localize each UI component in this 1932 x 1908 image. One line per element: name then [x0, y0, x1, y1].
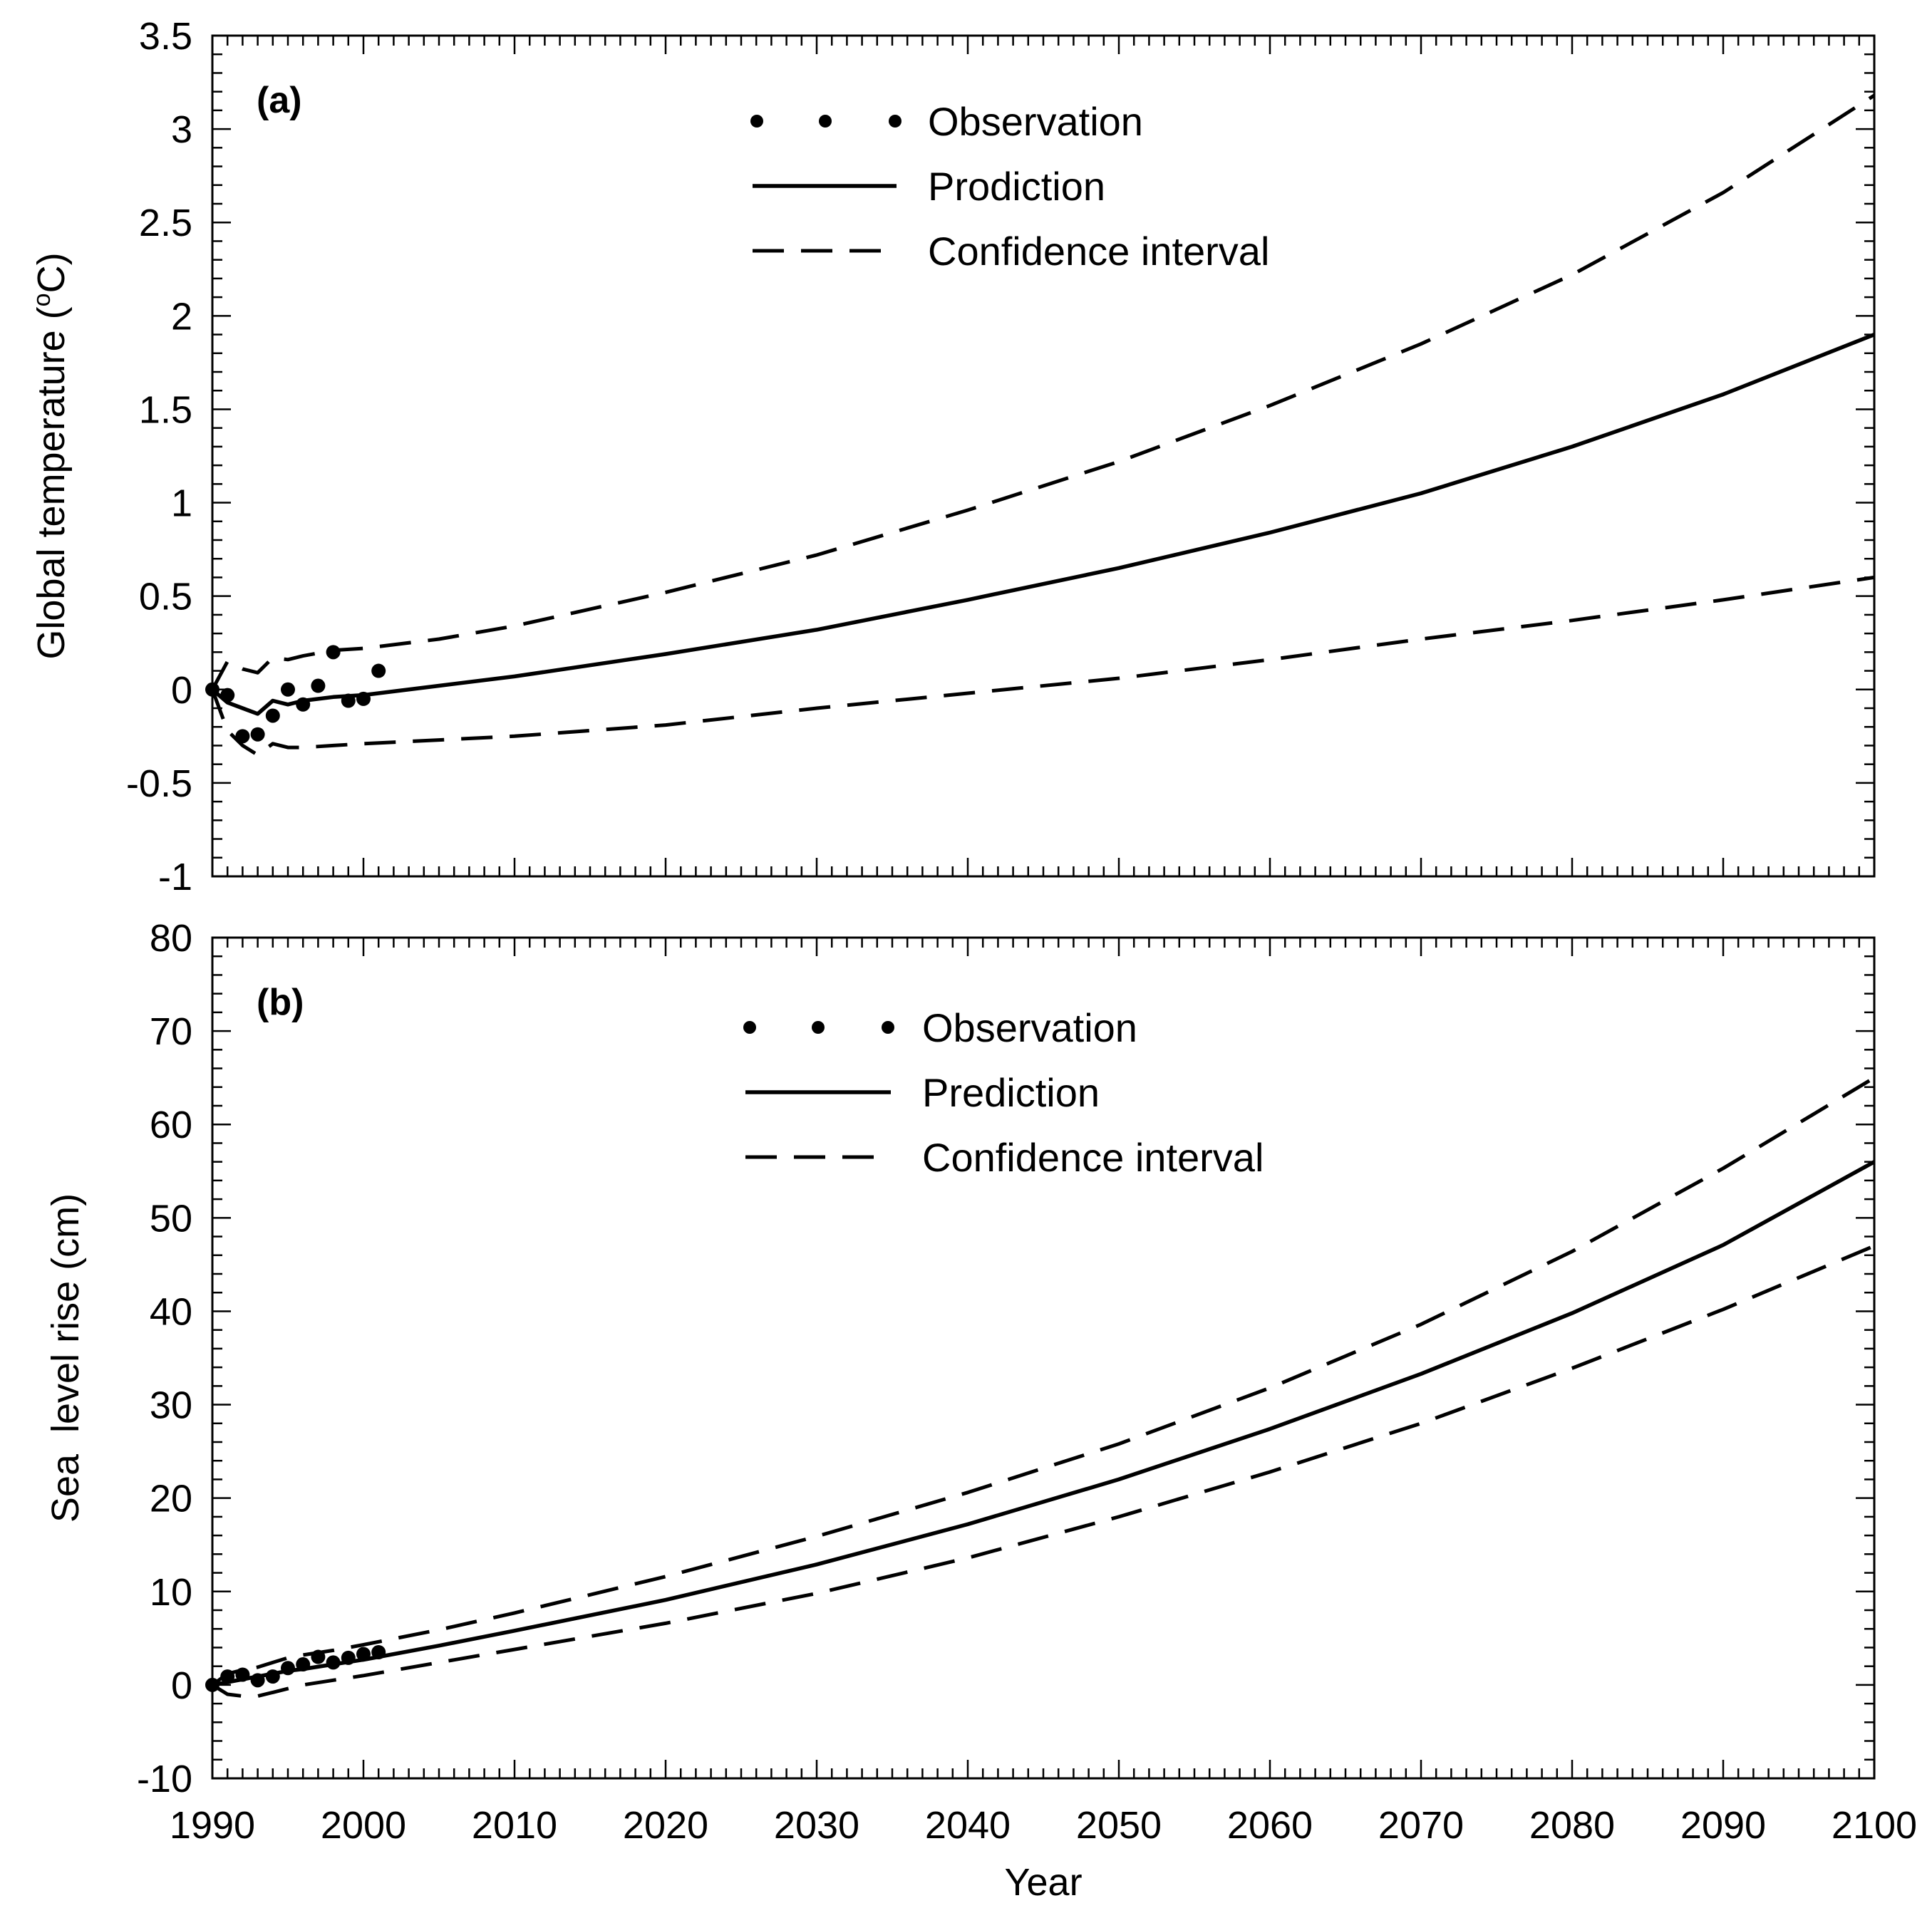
legend-observation-marker: [750, 115, 763, 128]
legend-observation-marker: [743, 1021, 756, 1034]
panel-a-label: (a): [257, 80, 302, 121]
y-tick-label: 20: [150, 1478, 192, 1520]
observation-point: [281, 682, 295, 697]
observation-point: [281, 1661, 295, 1676]
legend-observation-label: Observation: [922, 1005, 1137, 1050]
y-tick-label: -0.5: [126, 762, 192, 805]
observation-point: [235, 1667, 250, 1682]
x-tick-label: 2050: [1076, 1804, 1162, 1847]
panel-b-y-axis-label: Sea level rise (cm): [44, 1193, 87, 1523]
prediction-line: [211, 333, 1876, 716]
panel-b-frame: [211, 936, 1876, 1780]
observation-point: [371, 663, 386, 678]
observation-point: [250, 727, 265, 742]
observation-point: [220, 688, 235, 702]
legend-confidence-label: Confidence interval: [928, 229, 1269, 274]
x-tick-label: 2080: [1529, 1804, 1615, 1847]
y-tick-label: 3: [171, 108, 192, 151]
x-tick-label: 2000: [321, 1804, 406, 1847]
observation-point: [220, 1669, 235, 1684]
x-tick-label: 2040: [925, 1804, 1011, 1847]
observation-point: [356, 691, 371, 706]
panel-a-legend: Observation Prodiction Confidence interv…: [750, 99, 1269, 274]
panel-a-ticks: [211, 34, 1876, 878]
confidence-upper-line: [210, 93, 1876, 690]
y-tick-label: 0: [171, 1664, 192, 1707]
legend-observation-marker: [812, 1021, 825, 1034]
panel-a-series: [205, 93, 1876, 757]
y-tick-label: 40: [150, 1290, 192, 1333]
panel-b-y-tick-labels: -10 0 10 20 30 40 50 60 70 80: [137, 917, 192, 1800]
legend-observation-marker: [819, 115, 832, 128]
panel-b-x-tick-labels: 1990 2000 2010 2020 2030 2040 2050 2060 2070 2080…: [170, 1804, 1917, 1847]
x-axis-label: Year: [1004, 1861, 1082, 1904]
y-tick-label: 60: [150, 1104, 192, 1146]
observation-point: [250, 1673, 265, 1688]
observation-point: [265, 1669, 280, 1684]
observation-point: [235, 729, 250, 744]
legend-observation-marker: [889, 115, 902, 128]
y-tick-label: 80: [150, 917, 192, 960]
panel-a-y-tick-labels: -1 -0.5 0 0.5 1 1.5 2 2.5 3 3.5: [126, 15, 192, 898]
legend-prediction-label: Prediction: [922, 1070, 1100, 1115]
observation-point: [296, 697, 311, 712]
observation-point: [311, 1649, 326, 1664]
x-tick-label: 2090: [1680, 1804, 1766, 1847]
y-tick-label: 1: [171, 482, 192, 525]
y-tick-label: 2.5: [139, 202, 192, 244]
observation-point: [326, 645, 341, 660]
y-tick-label: 10: [150, 1571, 192, 1614]
observation-point: [356, 1647, 371, 1661]
x-tick-label: 2060: [1227, 1804, 1313, 1847]
y-tick-label: 70: [150, 1010, 192, 1053]
observation-point: [296, 1657, 311, 1672]
observation-point: [311, 678, 326, 693]
legend-observation-marker: [882, 1021, 894, 1034]
y-tick-label: -1: [158, 856, 192, 898]
panel-b-series: [205, 1076, 1876, 1699]
y-tick-label: 50: [150, 1197, 192, 1240]
x-tick-label: 2100: [1832, 1804, 1917, 1847]
x-tick-label: 2020: [623, 1804, 708, 1847]
observation-point: [205, 682, 219, 697]
y-tick-label: 3.5: [139, 15, 192, 58]
panel-b-legend: Observation Prediction Confidence interv…: [743, 1005, 1264, 1180]
y-tick-label: 30: [150, 1384, 192, 1427]
observation-point: [371, 1645, 386, 1659]
panel-b-ticks: [211, 936, 1876, 1780]
panel-a-temperature: -1 -0.5 0 0.5 1 1.5 2 2.5 3 3.5 Global temperatur…: [29, 15, 1876, 898]
x-tick-label: 2030: [774, 1804, 859, 1847]
legend-confidence-label: Confidence interval: [922, 1135, 1264, 1180]
panel-b-label: (b): [257, 982, 304, 1023]
y-tick-label: 1.5: [139, 388, 192, 431]
observation-point: [341, 1650, 356, 1665]
observation-point: [205, 1677, 219, 1692]
legend-observation-label: Observation: [928, 99, 1143, 144]
x-tick-label: 1990: [170, 1804, 255, 1847]
x-tick-label: 2010: [472, 1804, 557, 1847]
observation-point: [341, 693, 356, 708]
panel-a-frame: [211, 34, 1876, 878]
confidence-lower-line: [210, 575, 1875, 757]
y-tick-label: -10: [137, 1758, 192, 1800]
observation-point: [326, 1655, 341, 1670]
legend-prediction-label: Prodiction: [928, 164, 1105, 209]
x-tick-label: 2070: [1378, 1804, 1464, 1847]
confidence-lower-line: [211, 1244, 1875, 1699]
y-tick-label: 0: [171, 669, 192, 712]
panel-a-y-axis-label: Global temperature (oC): [29, 252, 73, 659]
y-tick-label: 2: [171, 295, 192, 338]
prediction-line: [212, 1160, 1876, 1687]
observation-point: [265, 708, 280, 723]
y-tick-label: 0.5: [139, 576, 192, 618]
confidence-upper-line: [211, 1076, 1876, 1686]
